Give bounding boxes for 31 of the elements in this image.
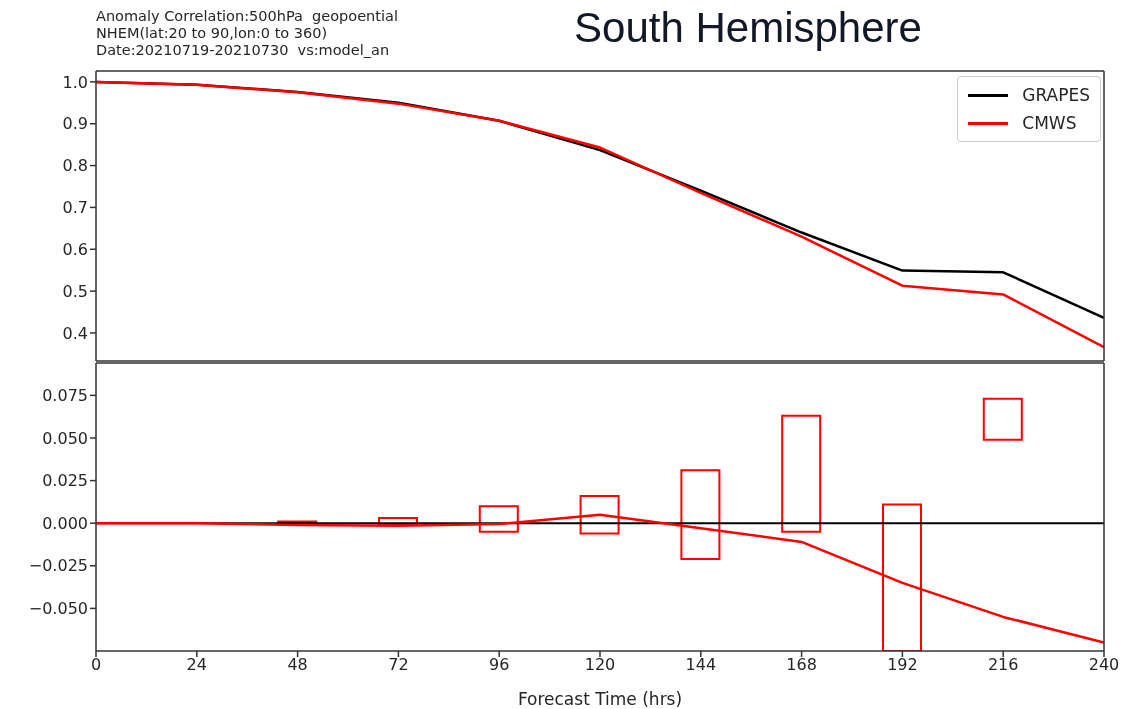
x-tick-label: 48 (287, 655, 308, 675)
y-tick-label: 1.0 (62, 72, 88, 92)
text: Anomaly Correlation:500hPa geopoential (96, 8, 398, 25)
x-tick-label: 168 (786, 655, 817, 675)
x-tick-label: 0 (90, 655, 102, 675)
y-tick-label: 0.4 (62, 323, 88, 343)
y-tick-label: 0.050 (42, 428, 88, 448)
chart-title: South Hemisphere (573, 4, 923, 52)
text: Date:20210719-20210730 vs:model_an (96, 42, 391, 59)
y-tick-label: −0.025 (28, 556, 88, 576)
x-tick-label: 72 (388, 655, 409, 675)
y-tick-label: 0.6 (62, 239, 88, 259)
x-axis-title: Forecast Time (hrs) (517, 689, 683, 709)
x-tick-label: 144 (685, 655, 717, 675)
legend-label: GRAPES (1021, 84, 1090, 107)
y-tick-label: 0.7 (62, 198, 88, 218)
y-tick-label: −0.050 (28, 599, 88, 619)
x-tick-label: 120 (584, 655, 616, 675)
x-tick-label: 192 (887, 655, 918, 675)
y-tick-label: 0.8 (62, 156, 88, 176)
y-tick-label: 0.075 (42, 386, 88, 406)
text: NHEM(lat:20 to 90,lon:0 to 360) (96, 25, 329, 42)
y-tick-label: 0.5 (62, 281, 88, 301)
legend-label: CMWS (1021, 112, 1078, 135)
y-tick-label: 0.000 (42, 513, 88, 533)
x-tick-label: 96 (489, 655, 510, 675)
x-tick-label: 216 (987, 655, 1019, 675)
x-tick-label: 24 (186, 655, 207, 675)
y-tick-label: 0.9 (62, 114, 88, 134)
y-tick-label: 0.025 (42, 471, 88, 491)
x-tick-label: 240 (1088, 655, 1120, 675)
